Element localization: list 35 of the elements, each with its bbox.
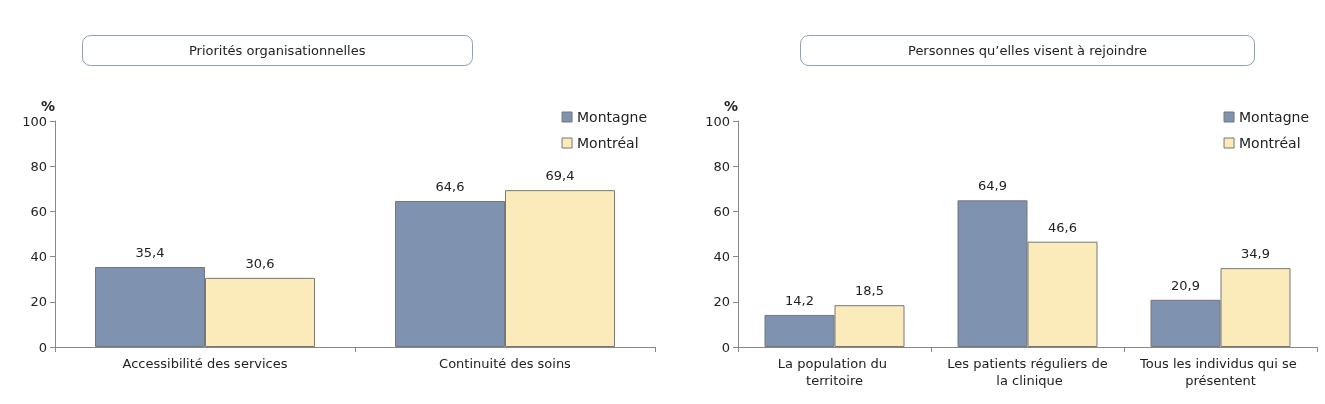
legend-label: Montagne [1239, 109, 1310, 125]
y-tick-label: 40 [713, 249, 730, 265]
chart-title: Personnes qu’elles visent à rejoindre [908, 43, 1148, 58]
data-label: 14,2 [785, 292, 814, 308]
data-label: 69,4 [545, 168, 575, 184]
data-label: 35,4 [135, 245, 165, 260]
y-tick-label: 60 [30, 203, 47, 219]
legend-label: Montagne [577, 109, 648, 125]
y-tick-label: 80 [30, 158, 47, 174]
y-tick-label: 100 [22, 113, 47, 129]
y-tick-label: 80 [713, 158, 730, 174]
legend-label: Montréal [1239, 135, 1301, 151]
data-label: 34,9 [1241, 246, 1270, 262]
x-tick-label: Continuité des soins [439, 356, 572, 371]
y-tick-label: 60 [713, 203, 730, 219]
y-tick-label: 100 [705, 113, 730, 129]
x-tick-label: Les patients réguliers de la clinique [947, 356, 1108, 388]
data-label: 18,5 [855, 283, 884, 299]
data-label: 46,6 [1048, 219, 1077, 235]
y-tick-label: 20 [30, 294, 47, 310]
data-label: 30,6 [245, 255, 275, 271]
chart-title: Priorités organisationnelles [189, 43, 366, 58]
legend-label: Montréal [577, 135, 639, 151]
y-tick-label: 20 [713, 294, 730, 310]
data-label: 20,9 [1171, 277, 1200, 293]
data-label: 64,6 [435, 179, 465, 194]
y-tick-label: 40 [30, 249, 47, 265]
x-tick-label: Accessibilité des services [122, 356, 288, 371]
y-tick-label: 0 [721, 339, 730, 355]
y-axis-title: % [723, 98, 738, 114]
data-label: 64,9 [978, 178, 1007, 194]
x-tick-label: Tous les individus qui se présentent [1139, 356, 1301, 388]
y-tick-label: 0 [38, 339, 47, 355]
y-axis-title: % [40, 98, 55, 114]
x-tick-label: La population du territoire [777, 356, 892, 388]
